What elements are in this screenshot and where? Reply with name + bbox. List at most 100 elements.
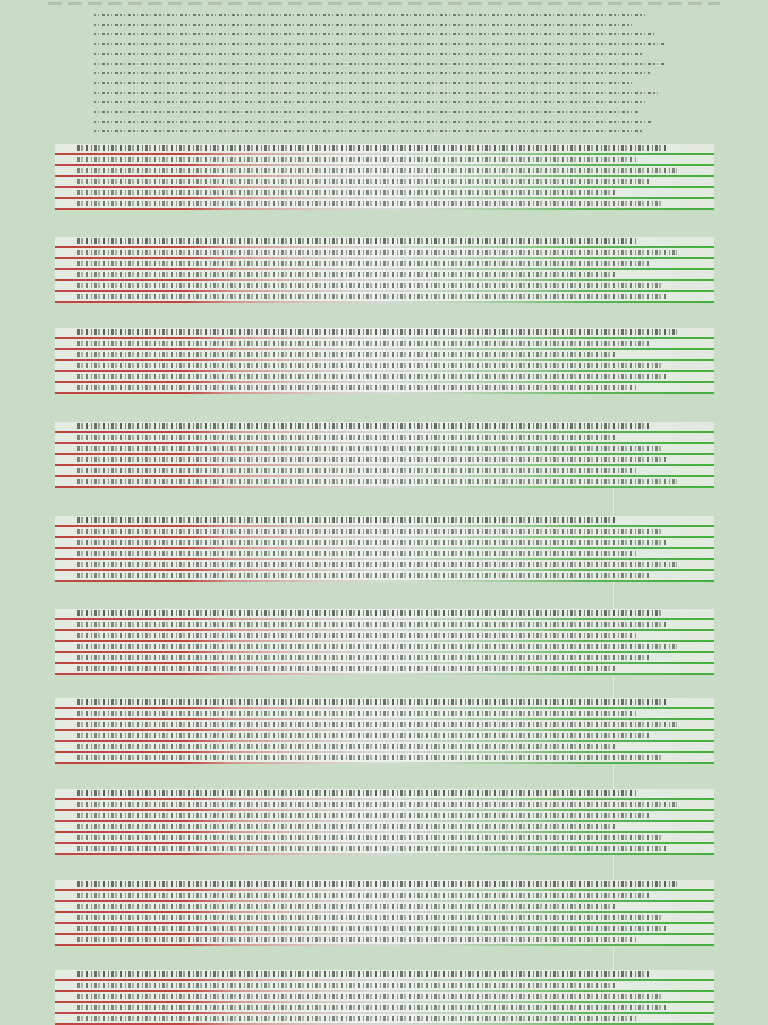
table-row: [55, 620, 714, 631]
row-divider: [55, 889, 714, 891]
table-row: [55, 549, 714, 560]
table-header-text: [77, 790, 637, 796]
table-row: [55, 731, 714, 742]
table-cell-text: [77, 573, 652, 578]
row-divider: [55, 536, 714, 538]
table-cell-text: [77, 468, 637, 473]
row-divider: [55, 392, 714, 394]
row-divider: [55, 525, 714, 527]
table-row: [55, 833, 714, 844]
table-cell-text: [77, 294, 667, 299]
table-cell-text: [77, 644, 677, 649]
row-divider: [55, 197, 714, 199]
table-row: [55, 560, 714, 571]
table-cell-text: [77, 179, 652, 184]
row-divider: [55, 580, 714, 582]
row-divider: [55, 268, 714, 270]
table-row: [55, 422, 714, 433]
row-divider: [55, 900, 714, 902]
table-cell-text: [77, 385, 637, 390]
row-divider: [55, 558, 714, 560]
table-row: [55, 281, 714, 292]
intro-line: [94, 72, 650, 75]
table-header-text: [77, 881, 677, 887]
table-cell-text: [77, 655, 652, 660]
row-divider: [55, 186, 714, 188]
table-row: [55, 350, 714, 361]
top-rule: [48, 2, 720, 5]
table-row: [55, 177, 714, 188]
table-row: [55, 753, 714, 764]
table-row: [55, 372, 714, 383]
table-row: [55, 166, 714, 177]
table-row: [55, 199, 714, 210]
row-divider: [55, 944, 714, 946]
table-cell-text: [77, 250, 677, 255]
table-row: [55, 653, 714, 664]
row-divider: [55, 707, 714, 709]
table-row: [55, 902, 714, 913]
intro-line: [94, 14, 646, 16]
table-cell-text: [77, 457, 667, 462]
row-divider: [55, 842, 714, 844]
row-divider: [55, 475, 714, 477]
table-cell-text: [77, 352, 617, 357]
table-row: [55, 913, 714, 924]
row-divider: [55, 164, 714, 166]
row-divider: [55, 442, 714, 444]
table-row: [55, 981, 714, 992]
table-cell-text: [77, 893, 652, 898]
table-row: [55, 466, 714, 477]
row-divider: [55, 381, 714, 383]
intro-line: [94, 62, 666, 65]
table-row: [55, 455, 714, 466]
table-cell-text: [77, 926, 667, 931]
table-row: [55, 328, 714, 339]
table-row: [55, 383, 714, 394]
table-cell-text: [77, 435, 617, 440]
table-cell-text: [77, 755, 662, 760]
table-cell-text: [77, 261, 652, 266]
table-cell-text: [77, 363, 662, 368]
row-divider: [55, 431, 714, 433]
table-row: [55, 811, 714, 822]
table-row: [55, 880, 714, 891]
row-divider: [55, 922, 714, 924]
table-cell-text: [77, 479, 677, 484]
table-cell-text: [77, 633, 637, 638]
row-divider: [55, 718, 714, 720]
row-divider: [55, 629, 714, 631]
row-divider: [55, 175, 714, 177]
intro-line: [94, 43, 664, 46]
table-cell-text: [77, 540, 667, 545]
table-cell-text: [77, 622, 667, 627]
table-row: [55, 720, 714, 731]
row-divider: [55, 618, 714, 620]
table-row: [55, 270, 714, 281]
table-row: [55, 433, 714, 444]
table-header-text: [77, 423, 652, 429]
row-divider: [55, 246, 714, 248]
table-row: [55, 970, 714, 981]
row-divider: [55, 359, 714, 361]
table-row: [55, 248, 714, 259]
table-row: [55, 924, 714, 935]
row-divider: [55, 651, 714, 653]
table-cell-text: [77, 937, 637, 942]
table-cell-text: [77, 802, 677, 807]
table-cell-text: [77, 157, 637, 162]
intro-line: [94, 33, 654, 36]
intro-line: [94, 101, 646, 104]
row-divider: [55, 337, 714, 339]
table-row: [55, 844, 714, 855]
table-cell-text: [77, 904, 617, 909]
row-divider: [55, 933, 714, 935]
table-header-text: [77, 610, 662, 616]
table-cell-text: [77, 446, 662, 451]
row-divider: [55, 547, 714, 549]
table-row: [55, 259, 714, 270]
table-row: [55, 516, 714, 527]
table-cell-text: [77, 1005, 667, 1010]
table-cell-text: [77, 915, 662, 920]
table-row: [55, 800, 714, 811]
